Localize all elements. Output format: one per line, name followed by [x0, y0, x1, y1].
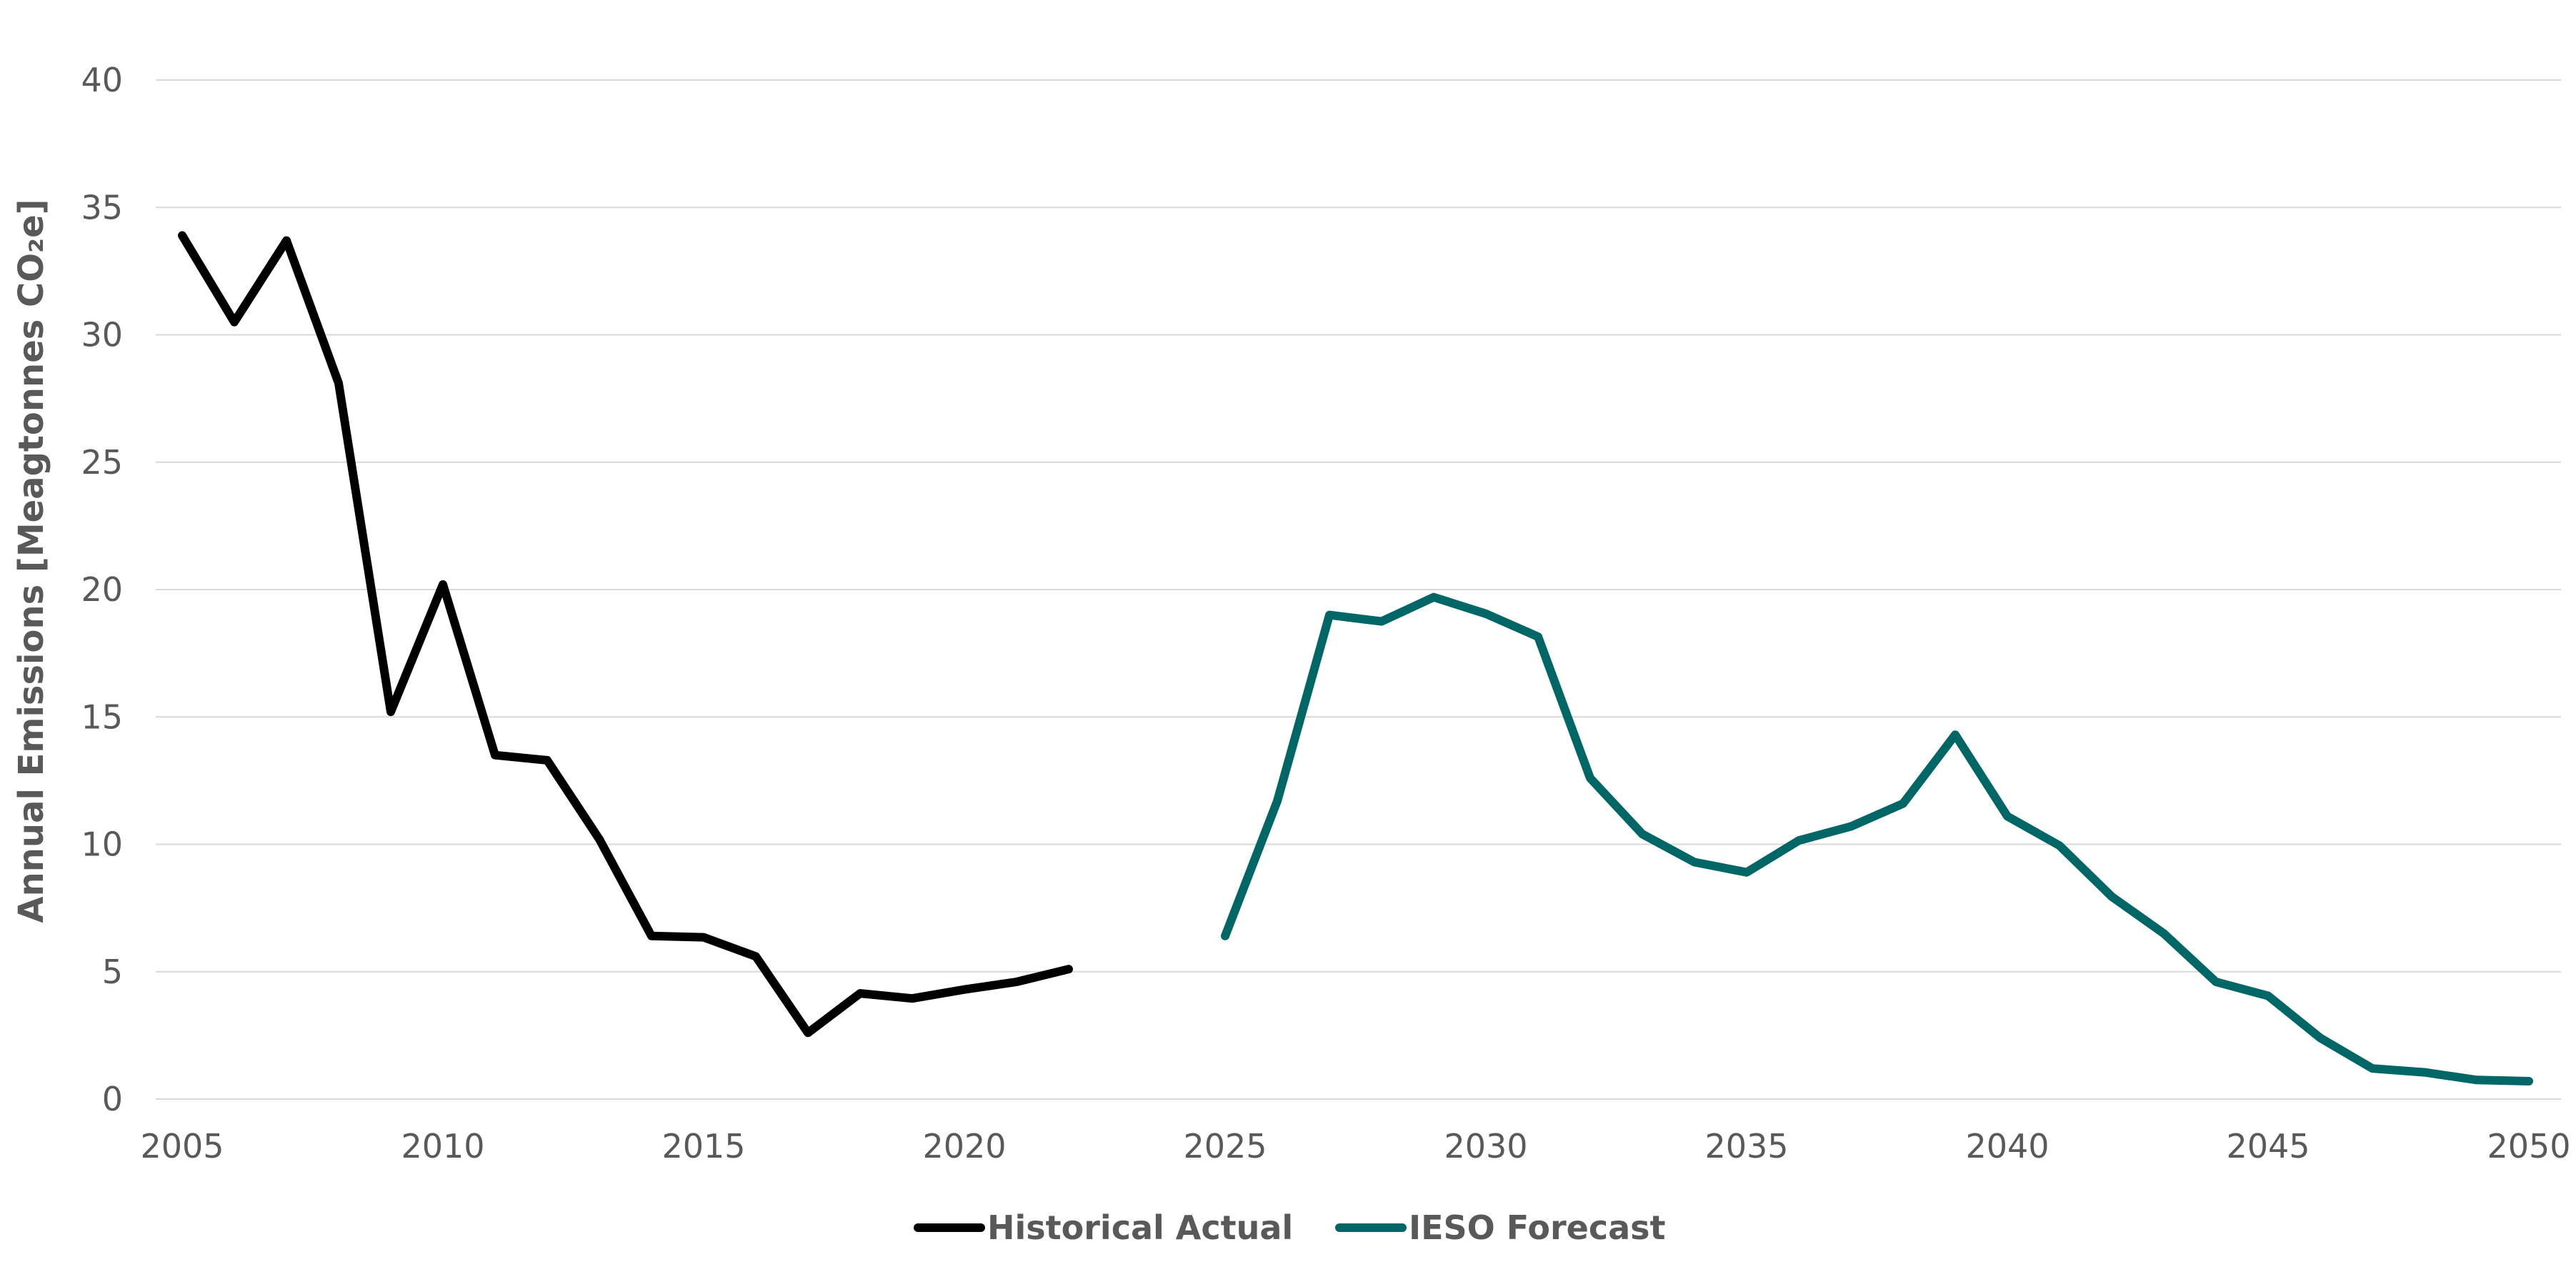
- x-tick-label: 2050: [2487, 1127, 2570, 1166]
- y-tick-label: 10: [81, 825, 123, 864]
- gridlines: [156, 79, 2561, 1100]
- y-tick-label: 35: [81, 188, 123, 227]
- x-tick-label: 2035: [1704, 1127, 1788, 1166]
- series-lines: [178, 231, 2533, 1085]
- legend-label: IESO Forecast: [1409, 1208, 1666, 1247]
- x-tick-label: 2030: [1444, 1127, 1527, 1166]
- x-tick-label: 2020: [922, 1127, 1006, 1166]
- legend-label: Historical Actual: [987, 1208, 1293, 1247]
- x-tick-label: 2045: [2226, 1127, 2310, 1166]
- y-tick-label: 15: [81, 697, 123, 736]
- series-line-historical-actual: [178, 231, 1073, 1038]
- y-axis-title: Annual Emissions [Meagtonnes CO₂e]: [11, 199, 51, 923]
- y-tick-label: 0: [102, 1080, 123, 1118]
- x-tick-label: 2005: [140, 1127, 224, 1166]
- x-tick-label: 2010: [401, 1127, 484, 1166]
- x-axis-tick-labels: 2005 2010 2015 2020 2025 2030 2035 2040 2045 2050: [140, 1127, 2570, 1166]
- x-tick-label: 2015: [662, 1127, 745, 1166]
- legend: Historical Actual IESO Forecast: [914, 1208, 1666, 1247]
- y-tick-label: 25: [81, 443, 123, 482]
- x-tick-label: 2025: [1183, 1127, 1267, 1166]
- y-tick-label: 20: [81, 570, 123, 609]
- y-tick-label: 30: [81, 316, 123, 354]
- y-axis-tick-labels: 0 5 10 15 20 25 30 35 40: [81, 61, 123, 1118]
- series-line-ieso-forecast: [1221, 592, 2533, 1085]
- y-tick-label: 5: [102, 953, 123, 991]
- y-tick-label: 40: [81, 61, 123, 99]
- x-tick-label: 2040: [1965, 1127, 2049, 1166]
